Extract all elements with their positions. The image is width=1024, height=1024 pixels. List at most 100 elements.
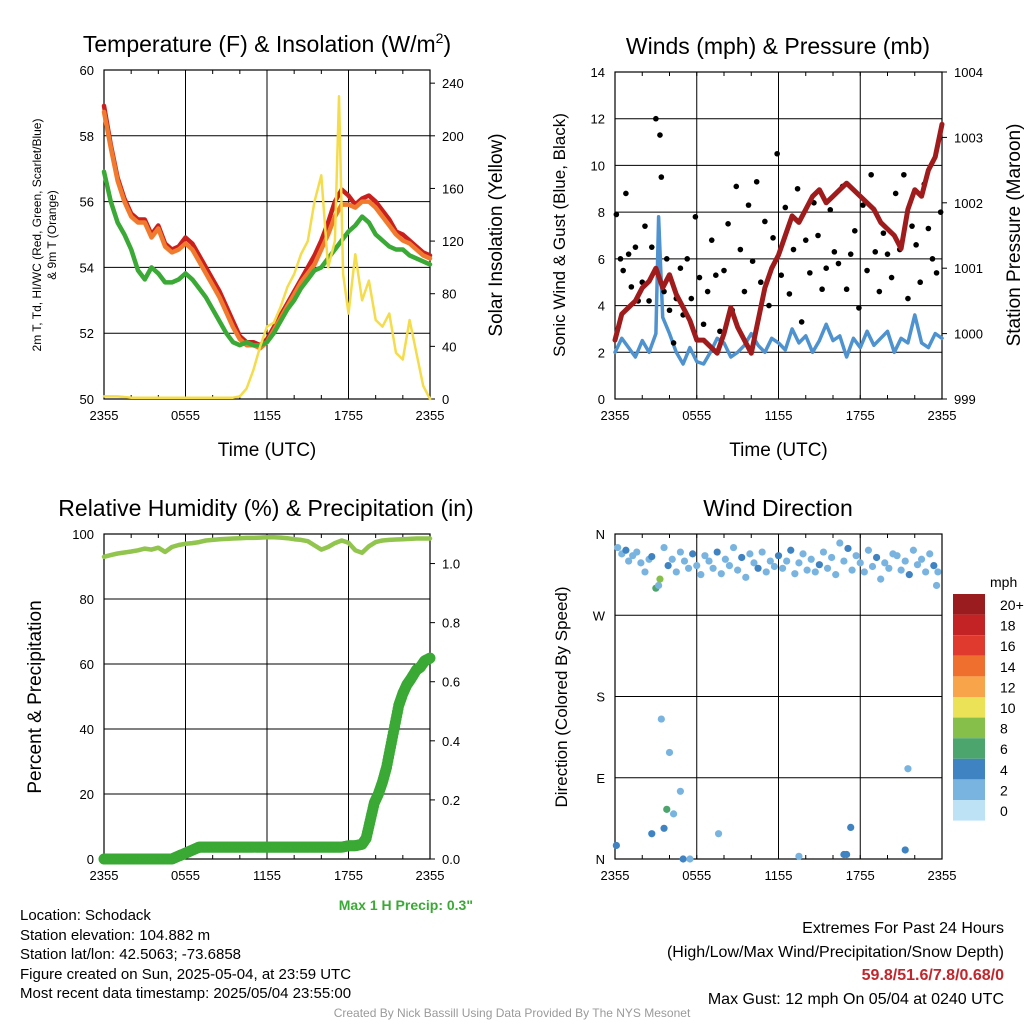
x-tick-label: 1155	[765, 408, 793, 423]
legend-swatch	[953, 758, 985, 780]
legend-swatch	[953, 614, 985, 636]
y-axis-label: Direction (Colored By Speed)	[552, 586, 571, 807]
direction-point	[614, 543, 622, 552]
gust-point	[852, 228, 858, 234]
extremes-title: Extremes For Past 24 Hours	[802, 920, 1004, 937]
legend-label: 10	[1000, 700, 1016, 716]
gust-point	[860, 202, 866, 208]
direction-point	[676, 548, 685, 556]
direction-point	[811, 568, 819, 576]
gust-point	[798, 319, 805, 325]
gust-point	[741, 288, 748, 295]
direction-point	[848, 566, 856, 574]
gust-point	[623, 190, 629, 197]
x-tick-label: 0555	[171, 868, 200, 883]
gust-point	[620, 267, 626, 274]
direction-point	[803, 566, 811, 574]
gust-point	[745, 202, 752, 208]
y2-tick-label: 0.4	[442, 734, 460, 749]
gust-point	[749, 258, 756, 264]
extremes-values: 59.8/51.6/7.8/0.68/0	[861, 967, 1004, 984]
y-tick-label: 54	[80, 260, 94, 275]
direction-point	[676, 787, 685, 795]
y-tick-label: 14	[591, 65, 605, 80]
legend-label: 16	[1000, 638, 1016, 654]
y2-tick-label: 80	[442, 287, 456, 302]
y-tick-label: N	[596, 527, 605, 542]
gust-point	[663, 256, 670, 262]
direction-point	[904, 765, 912, 773]
created-label: Figure created on Sun, 2025-05-04, at 23…	[20, 965, 352, 983]
direction-point	[721, 555, 729, 563]
direction-point	[746, 550, 754, 558]
direction-point	[901, 557, 909, 565]
legend-label: 20+	[1000, 597, 1024, 613]
gust-point	[653, 115, 659, 122]
x-tick-label: 2355	[601, 868, 630, 883]
direction-point	[897, 566, 905, 574]
y-tick-label: 2	[598, 345, 605, 360]
direction-point	[926, 550, 934, 558]
gust-point	[847, 251, 854, 257]
x-tick-label: 2355	[90, 408, 119, 423]
direction-point	[766, 557, 774, 565]
x-tick-label: 1155	[253, 408, 281, 423]
direction-point	[660, 824, 668, 832]
y-tick-label: 0	[598, 392, 605, 407]
x-tick-label: 1155	[253, 868, 281, 883]
direction-point	[783, 557, 791, 565]
gust-point	[876, 288, 883, 295]
direction-point	[877, 575, 885, 583]
legend-title: mph	[990, 574, 1017, 590]
x-tick-label: 1755	[846, 408, 875, 423]
y-tick-label: N	[596, 852, 605, 867]
x-tick-label: 1755	[334, 868, 363, 883]
gust-point	[823, 265, 829, 272]
y2-tick-label: 0.0	[442, 852, 460, 867]
direction-point	[893, 552, 901, 560]
gust-point	[794, 185, 801, 192]
direction-point	[847, 823, 855, 832]
x-tick-label: 2355	[928, 408, 957, 423]
y2-axis-label: Station Pressure (Maroon)	[1004, 124, 1024, 347]
gust-point	[666, 307, 673, 314]
legend-label: 8	[1000, 721, 1008, 737]
legend-label: 18	[1000, 618, 1016, 634]
y2-tick-label: 1001	[954, 261, 983, 276]
direction-point	[612, 841, 620, 850]
legend-swatch	[953, 779, 985, 800]
legend-swatch	[953, 635, 985, 656]
direction-point	[881, 559, 889, 567]
direction-point	[832, 571, 840, 579]
y2-tick-label: 0	[442, 392, 449, 407]
chart-title: Temperature (F) & Insolation (W/m2)	[83, 30, 451, 57]
gust-point	[684, 256, 691, 262]
direction-point	[754, 564, 762, 572]
y2-tick-label: 1004	[954, 65, 983, 80]
y-tick-label: 4	[598, 299, 605, 314]
y-tick-label: S	[596, 690, 605, 705]
chart-title: Winds (mph) & Pressure (mb)	[626, 33, 930, 59]
direction-point	[930, 561, 938, 570]
direction-point	[655, 581, 663, 590]
direction-point	[648, 830, 656, 838]
y-tick-label: 50	[80, 392, 94, 407]
y-tick-label: 10	[591, 158, 605, 173]
x-tick-label: 0555	[171, 408, 200, 423]
direction-point	[843, 850, 851, 859]
max-gust-label: Max Gust: 12 mph On 05/04 at 0240 UTC	[707, 990, 1004, 1008]
x-tick-label: 2355	[90, 868, 119, 883]
direction-point	[787, 546, 795, 554]
gust-point	[700, 321, 707, 328]
direction-point	[885, 564, 893, 572]
gust-point	[704, 288, 711, 295]
direction-point	[909, 546, 917, 554]
direction-point	[778, 564, 787, 572]
legend-label: 6	[1000, 741, 1008, 757]
direction-point	[689, 550, 697, 558]
direction-point	[864, 546, 873, 554]
temperature-panel: 2355 0555 1155 1755 235550525456586004080120…	[30, 30, 507, 461]
gust-point	[802, 237, 809, 243]
legend-label: 0	[1000, 803, 1008, 819]
